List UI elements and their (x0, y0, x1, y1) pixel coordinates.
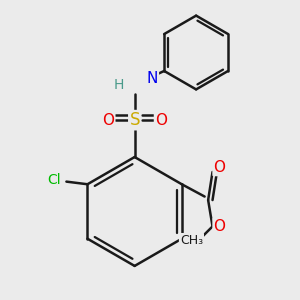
Text: N: N (146, 71, 158, 86)
Text: H: H (114, 78, 124, 92)
Text: O: O (155, 112, 167, 128)
Text: Cl: Cl (47, 173, 61, 187)
Text: O: O (102, 112, 114, 128)
Text: O: O (214, 219, 226, 234)
Text: S: S (129, 111, 140, 129)
Text: O: O (214, 160, 226, 175)
Text: CH₃: CH₃ (180, 234, 203, 247)
